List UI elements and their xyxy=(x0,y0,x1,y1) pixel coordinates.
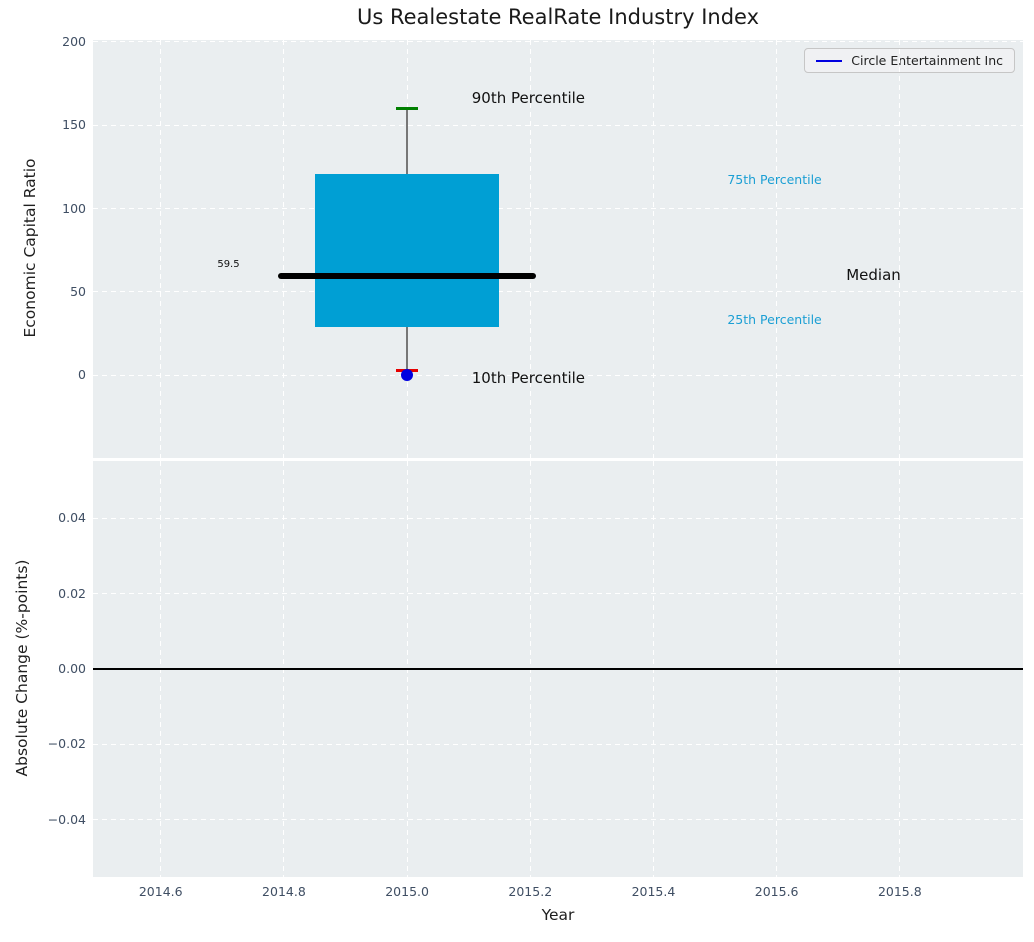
top-y-tick-label: 100 xyxy=(62,200,86,216)
gridline-x xyxy=(899,40,901,458)
median-line xyxy=(277,272,537,279)
x-tick-label: 2015.6 xyxy=(754,884,799,899)
iqr-box xyxy=(314,173,500,328)
bottom-y-tick-label: −0.04 xyxy=(47,811,86,827)
gridline-y xyxy=(93,124,1023,126)
x-tick-label: 2014.6 xyxy=(138,884,183,899)
x-axis-label: Year xyxy=(541,906,575,924)
bottom-y-tick-label: 0.00 xyxy=(58,661,86,676)
legend: Circle Entertainment Inc xyxy=(804,48,1015,73)
annotation-25th-percentile: 25th Percentile xyxy=(727,312,822,328)
x-tick-label: 2015.2 xyxy=(508,884,553,899)
x-tick-label: 2015.0 xyxy=(385,884,429,899)
gridline-y xyxy=(93,743,1023,745)
gridline-x xyxy=(160,40,162,458)
gridline-y xyxy=(93,819,1023,821)
annotation-median: Median xyxy=(846,265,901,284)
annotation-10th-percentile: 10th Percentile xyxy=(471,368,586,387)
top-y-tick-label: 0 xyxy=(78,367,86,383)
zero-line xyxy=(93,668,1023,670)
bottom-axes xyxy=(93,461,1023,877)
annotation-90th-percentile: 90th Percentile xyxy=(471,89,586,108)
top-y-tick-label: 50 xyxy=(70,283,86,299)
chart-title: Us Realestate RealRate Industry Index xyxy=(356,5,759,29)
top-axes: Circle Entertainment Inc 90th Percentile… xyxy=(93,40,1023,458)
gridline-y xyxy=(93,593,1023,594)
bottom-y-tick-label: 0.02 xyxy=(58,585,86,601)
gridline-x xyxy=(776,40,778,458)
company-point xyxy=(401,369,414,382)
gridline-x xyxy=(529,40,531,458)
gridline-y xyxy=(93,208,1023,210)
x-tick-label: 2014.8 xyxy=(262,884,306,899)
gridline-y xyxy=(93,291,1023,293)
cap-90th-percentile xyxy=(396,107,419,111)
annotation-75th-percentile: 75th Percentile xyxy=(727,172,822,188)
gridline-y xyxy=(93,41,1023,43)
x-tick-label: 2015.4 xyxy=(631,884,676,899)
bottom-y-tick-label: 0.04 xyxy=(58,510,86,525)
x-tick-label: 2015.8 xyxy=(877,884,922,899)
top-y-axis-label: Economic Capital Ratio xyxy=(21,158,39,338)
bottom-y-tick-label: −0.02 xyxy=(47,736,86,752)
legend-line-swatch xyxy=(816,59,843,62)
top-y-tick-label: 200 xyxy=(62,33,86,49)
legend-label: Circle Entertainment Inc xyxy=(851,53,1003,68)
gridline-y xyxy=(93,517,1023,519)
gridline-x xyxy=(652,40,654,458)
gridline-x xyxy=(283,40,285,458)
top-y-tick-label: 150 xyxy=(62,117,86,133)
gridline-y xyxy=(93,374,1023,376)
annotation-median-value: 59.5 xyxy=(217,258,240,270)
